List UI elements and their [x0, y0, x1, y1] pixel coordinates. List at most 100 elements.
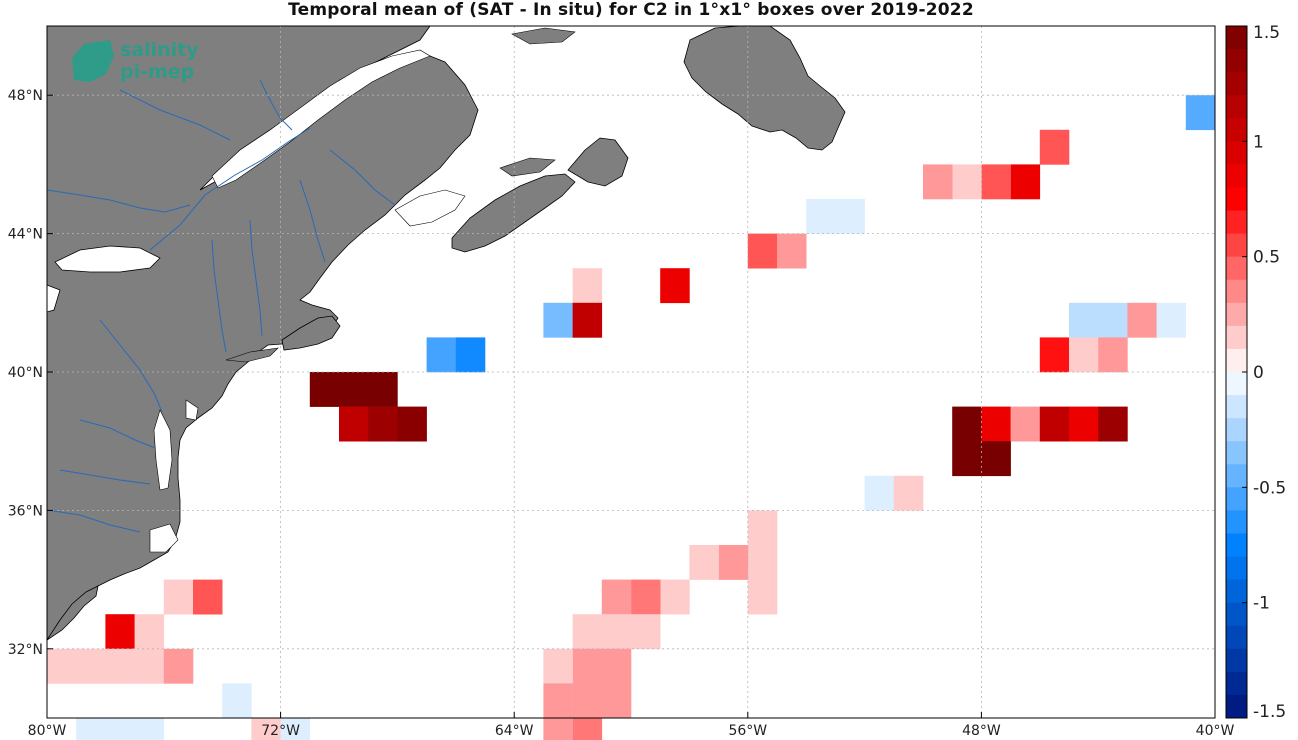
salinity-cell: [631, 579, 661, 615]
salinity-cell: [543, 302, 573, 338]
x-axis: 80°W 72°W 64°W 56°W 48°W 40°W: [28, 712, 1234, 739]
land-layer: [46, 25, 846, 641]
salinity-cell: [105, 718, 135, 740]
salinity-cell: [952, 406, 982, 442]
salinity-cell: [163, 579, 194, 615]
colorbar-segment: [1226, 441, 1247, 465]
river-ottawa: [46, 189, 191, 213]
salinity-cell: [397, 406, 427, 442]
salinity-cell: [864, 475, 895, 511]
colorbar-segment: [1226, 256, 1247, 281]
logo-line-2: pi-mep: [120, 61, 194, 83]
colorbar-segment: [1226, 49, 1247, 73]
river-susquehanna: [99, 319, 163, 413]
x-tick-label: 72°W: [261, 723, 300, 739]
land-cape-cod: [281, 315, 341, 351]
lake-ontario: [54, 245, 161, 273]
salinity-pi-mep-logo: salinity pi-mep: [72, 39, 199, 83]
salinity-cell: [660, 268, 690, 304]
colorbar-segment: [1226, 418, 1247, 442]
salinity-cell: [339, 406, 369, 442]
salinity-cell: [601, 648, 632, 684]
y-tick-label: 44°N: [8, 227, 43, 243]
colorbar-segment: [1226, 395, 1247, 419]
colorbar-segment: [1226, 579, 1247, 604]
colorbar-tick-label: 1.5: [1253, 23, 1280, 43]
y-tick-label: 48°N: [8, 88, 43, 104]
colorbar-tick-label: -1.5: [1253, 702, 1286, 722]
salinity-cell: [163, 648, 194, 684]
salinity-cell: [1156, 302, 1187, 338]
salinity-cell: [222, 683, 252, 719]
colorbar-segment: [1226, 625, 1247, 650]
salinity-cell: [747, 510, 778, 546]
salinity-cell: [105, 648, 135, 684]
colorbar-segment: [1226, 26, 1247, 50]
grid-layer: [47, 26, 1215, 718]
colorbar-tick-label: 0: [1253, 363, 1264, 383]
salinity-cell: [806, 199, 836, 234]
salinity-cell: [1069, 302, 1099, 338]
river-connecticut: [249, 219, 263, 337]
y-tick-label: 32°N: [8, 642, 43, 658]
salinity-cell: [1069, 337, 1099, 373]
salinity-cell: [1010, 406, 1041, 442]
salinity-cell: [777, 233, 807, 269]
bay-of-fundy: [394, 189, 466, 227]
colorbar-tick-label: -1: [1253, 594, 1270, 614]
anticosti-island: [511, 27, 576, 45]
salinity-cell: [193, 579, 223, 615]
salinity-cell: [952, 164, 982, 200]
salinity-cell: [601, 579, 632, 615]
colorbar-segment: [1226, 348, 1247, 373]
colorbar-segment: [1226, 72, 1247, 96]
river-quebec-north: [119, 89, 231, 141]
salinity-cell: [718, 545, 749, 580]
salinity-cell: [601, 683, 632, 719]
salinity-cell: [339, 372, 369, 407]
colorbar-tick-label: 0.5: [1253, 248, 1280, 268]
colorbar-segment: [1226, 648, 1247, 673]
salinity-cell: [134, 648, 165, 684]
salinity-cell: [1039, 337, 1070, 373]
salinity-cell: [1127, 302, 1157, 338]
colorbar-segment: [1226, 187, 1247, 211]
salinity-cell: [893, 475, 924, 511]
salinity-cell: [543, 683, 573, 719]
colorbar-segment: [1226, 464, 1247, 488]
land-cape-breton: [567, 137, 629, 187]
salinity-cell: [1010, 164, 1041, 200]
colorbar-tick-label: 1: [1253, 132, 1264, 152]
salinity-cell: [134, 718, 165, 740]
prince-edward-island: [499, 157, 556, 177]
y-tick-label: 40°N: [8, 365, 43, 381]
salinity-cell: [660, 579, 690, 615]
x-tick-label: 56°W: [728, 723, 767, 739]
salinity-cell: [747, 579, 778, 615]
y-axis: 32°N 36°N 40°N 44°N 48°N: [8, 88, 53, 658]
salinity-cell: [47, 648, 77, 684]
salinity-cell: [368, 406, 398, 442]
river-james: [59, 469, 151, 485]
salinity-cell: [572, 648, 603, 684]
land-nova-scotia: [451, 173, 576, 253]
logo-emblem-icon: [72, 40, 114, 82]
x-tick-label: 48°W: [962, 723, 1001, 739]
salinity-cell: [76, 648, 106, 684]
colorbar-segment: [1226, 510, 1247, 534]
colorbar: 1.5 1 0.5 0 -0.5 -1 -1.5: [1225, 23, 1286, 722]
logo-line-1: salinity: [120, 39, 199, 61]
x-tick-label: 64°W: [495, 723, 534, 739]
delaware-bay: [185, 399, 199, 421]
salinity-cell: [747, 233, 778, 269]
colorbar-segment: [1226, 671, 1247, 696]
salinity-cell: [572, 614, 603, 650]
colorbar-segment: [1226, 210, 1247, 234]
salinity-cell: [134, 614, 165, 650]
salinity-cell: [631, 614, 661, 650]
colorbar-tick-label: -0.5: [1253, 478, 1286, 498]
colorbar-segment: [1226, 95, 1247, 119]
salinity-cell: [981, 406, 1011, 442]
river-hudson: [211, 239, 227, 353]
salinity-cell: [543, 718, 573, 740]
